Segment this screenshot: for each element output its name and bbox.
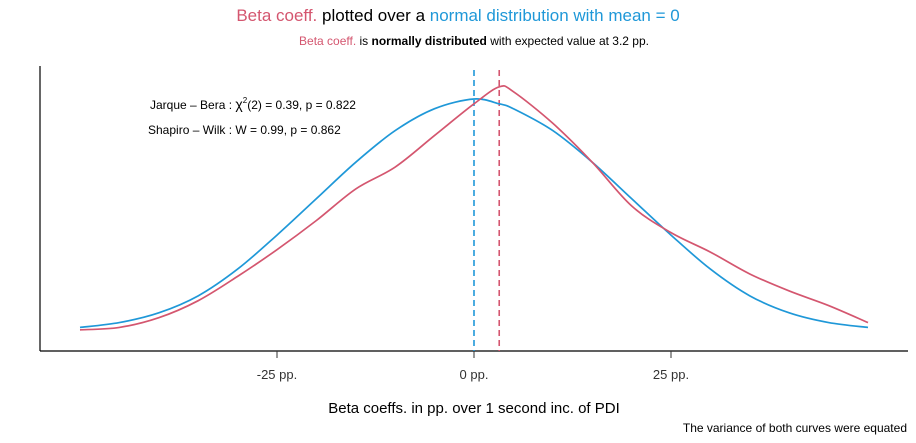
x-axis-label: Beta coeffs. in pp. over 1 second inc. o… [328, 400, 620, 417]
normal-distribution-curve [79, 98, 869, 329]
chart-title: Beta coeff. plotted over a normal distri… [236, 6, 679, 25]
x-tick-label: -25 pp. [257, 367, 297, 382]
title-middle: plotted over a [317, 6, 429, 25]
chart-subtitle: Beta coeff. is normally distributed with… [299, 34, 649, 48]
x-tick-label: 25 pp. [653, 367, 689, 382]
title-normal: normal distribution with mean = 0 [430, 6, 680, 25]
jarque-bera-annotation: Jarque – Bera : χ2(2) = 0.39, p = 0.822 [150, 96, 356, 112]
vertical-reference-lines [473, 70, 501, 351]
x-tick-label: 0 pp. [460, 367, 489, 382]
subtitle-bold: normally distributed [372, 34, 487, 48]
shapiro-wilk-annotation: Shapiro – Wilk : W = 0.99, p = 0.862 [148, 123, 341, 137]
caption: The variance of both curves were equated [683, 421, 907, 435]
density-curves [79, 85, 869, 331]
subtitle-rest: with expected value at 3.2 pp. [487, 34, 649, 48]
subtitle-beta: Beta coeff. [299, 34, 356, 48]
beta-coeff-curve [79, 85, 869, 331]
subtitle-is: is [356, 34, 371, 48]
x-ticks: -25 pp. 0 pp. 25 pp. [257, 351, 689, 382]
title-beta: Beta coeff. [236, 6, 317, 25]
